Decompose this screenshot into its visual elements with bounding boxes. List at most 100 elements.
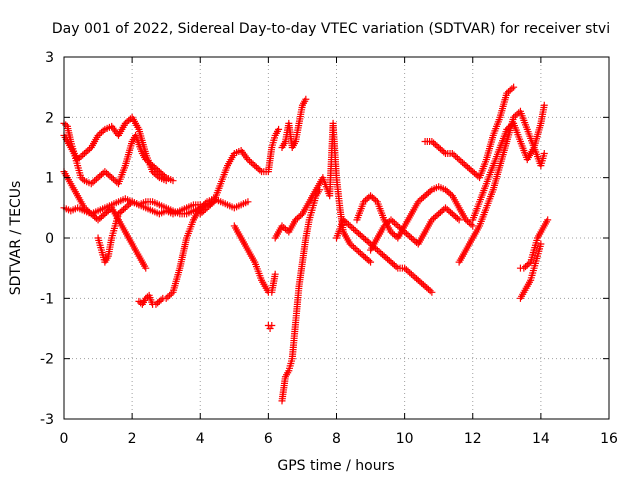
data-point-trace xyxy=(508,85,516,93)
data-point-trace xyxy=(297,211,305,219)
data-point-trace xyxy=(389,260,397,268)
data-point xyxy=(540,150,548,158)
data-point-trace xyxy=(404,267,412,275)
data-point-trace xyxy=(152,165,160,173)
data-point xyxy=(278,222,286,230)
data-point-trace xyxy=(363,255,371,263)
data-point-trace xyxy=(377,249,385,257)
data-point xyxy=(435,144,443,151)
data-point xyxy=(428,288,436,296)
data-point-trace xyxy=(96,130,104,138)
data-point-trace xyxy=(470,169,478,177)
data-point-trace xyxy=(200,201,208,209)
data-point-trace xyxy=(79,175,87,183)
data-point xyxy=(80,150,88,158)
data-point-trace xyxy=(208,199,216,207)
data-point-trace xyxy=(159,171,167,179)
series-track-e xyxy=(94,198,218,266)
data-point-trace xyxy=(75,154,83,162)
data-point-trace xyxy=(385,257,393,265)
data-point-trace xyxy=(390,219,398,227)
data-point-trace xyxy=(99,127,107,135)
data-point-trace xyxy=(154,299,162,307)
data-point xyxy=(142,294,150,302)
data-point-trace xyxy=(348,223,356,231)
data-point-trace xyxy=(382,254,390,262)
data-point xyxy=(87,180,95,188)
x-tick-labels: 0 2 4 6 8 10 12 14 16 xyxy=(60,431,618,447)
data-point-trace xyxy=(79,151,87,159)
data-point xyxy=(428,216,436,224)
data-point-trace xyxy=(166,291,174,299)
data-point-trace xyxy=(252,163,260,171)
y-tick-label: -1 xyxy=(40,291,54,307)
data-point xyxy=(94,174,102,182)
data-point xyxy=(203,204,211,212)
data-point xyxy=(268,321,276,329)
data-point-trace xyxy=(125,116,133,124)
data-point xyxy=(292,216,300,224)
data-point-trace xyxy=(201,205,209,213)
data-point-trace xyxy=(368,193,376,201)
data-point-trace xyxy=(433,142,441,150)
x-tick-label: 12 xyxy=(464,431,482,447)
data-point-trace xyxy=(402,266,410,274)
data-point xyxy=(108,174,116,182)
data-point-trace xyxy=(120,205,128,213)
data-point xyxy=(101,168,109,176)
y-tick-label: -2 xyxy=(40,352,54,368)
data-point-trace xyxy=(361,236,369,244)
data-point-trace xyxy=(106,172,114,180)
y-tick-label: 3 xyxy=(45,50,54,66)
data-point-trace xyxy=(399,226,407,234)
data-point-trace xyxy=(443,187,451,195)
data-point xyxy=(520,264,528,272)
data-point xyxy=(162,177,170,185)
data-point-trace xyxy=(392,263,400,271)
data-point-trace xyxy=(351,245,359,253)
data-point-trace xyxy=(254,165,262,173)
data-point-trace xyxy=(397,225,405,233)
series-track-t xyxy=(516,240,545,302)
axis-ticks xyxy=(63,56,610,420)
data-point-trace xyxy=(198,208,206,216)
data-point-trace xyxy=(62,121,70,129)
data-point-trace xyxy=(445,207,453,215)
x-tick-label: 14 xyxy=(532,431,550,447)
data-point xyxy=(80,204,88,212)
data-point-trace xyxy=(511,112,519,120)
series-track-a xyxy=(60,119,177,188)
data-point xyxy=(74,156,82,164)
data-point-trace xyxy=(82,148,90,156)
data-point-trace xyxy=(91,213,99,221)
data-point xyxy=(251,162,259,170)
data-point-trace xyxy=(396,223,404,231)
series-track-o xyxy=(367,204,463,254)
data-point xyxy=(367,258,375,266)
data-point-trace xyxy=(453,154,461,162)
data-point-trace xyxy=(103,169,111,177)
data-point-trace xyxy=(111,177,119,185)
data-point-trace xyxy=(84,207,92,215)
series-track-p xyxy=(421,83,518,182)
data-point-trace xyxy=(206,201,214,209)
data-point-trace xyxy=(348,242,356,250)
data-point-trace xyxy=(123,202,131,210)
data-point xyxy=(503,89,511,97)
data-point-trace xyxy=(452,153,460,161)
data-point xyxy=(421,192,429,200)
data-point-trace xyxy=(418,279,426,287)
data-point-trace xyxy=(457,157,465,165)
data-point xyxy=(544,216,552,224)
data-point-trace xyxy=(164,293,172,301)
series-track-r xyxy=(469,101,548,224)
data-point xyxy=(339,216,347,224)
data-point xyxy=(510,113,518,121)
data-point xyxy=(121,204,129,212)
data-point xyxy=(367,192,375,200)
data-point xyxy=(435,210,443,218)
y-tick-label: 2 xyxy=(45,110,54,126)
data-point xyxy=(407,234,415,242)
data-point-trace xyxy=(459,159,467,167)
